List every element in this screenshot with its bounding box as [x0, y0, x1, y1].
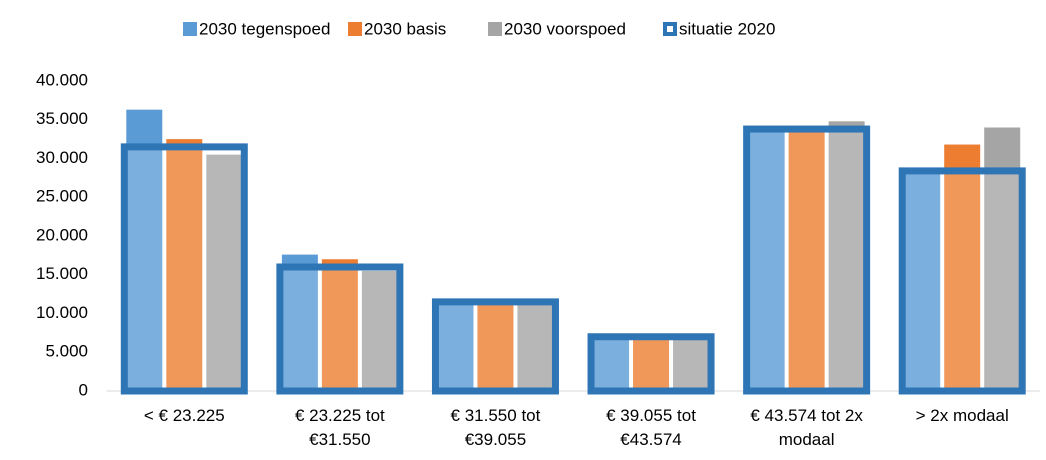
legend-swatch [348, 22, 362, 36]
outline-bar [276, 263, 404, 395]
x-tick-label: > 2x modaal [915, 406, 1009, 425]
y-tick-label: 25.000 [36, 187, 88, 206]
bar [944, 144, 981, 391]
legend-label: 2030 tegenspoed [199, 19, 330, 38]
legend-swatch [488, 22, 502, 36]
y-tick-label: 5.000 [45, 342, 88, 361]
bar [593, 338, 630, 391]
x-tick-label: € 43.574 tot 2x modaal [750, 406, 863, 449]
bar [281, 254, 318, 391]
legend-label: situatie 2020 [679, 19, 775, 38]
bar [321, 259, 358, 391]
x-tick-label: < € 23.225 [143, 406, 225, 425]
bar [166, 139, 203, 391]
outline-bar [120, 143, 248, 395]
bar [748, 131, 785, 391]
outline-bar [587, 333, 715, 395]
x-tick-label: € 31.550 tot €39.055 [450, 406, 541, 449]
y-tick-label: 35.000 [36, 109, 88, 128]
bar [788, 131, 825, 391]
x-tick-label: € 39.055 tot €43.574 [606, 406, 696, 449]
y-tick-label: 20.000 [36, 225, 88, 244]
bar [206, 154, 243, 391]
legend-swatch [663, 22, 677, 36]
bar [673, 333, 710, 391]
y-tick-label: 15.000 [36, 264, 88, 283]
y-tick-label: 0 [79, 380, 88, 399]
bar [437, 304, 474, 391]
outline-bar [898, 167, 1026, 395]
legend-label: 2030 voorspoed [504, 19, 626, 38]
legend-swatch [183, 22, 197, 36]
bar [477, 304, 514, 391]
x-tick-label: € 23.225 tot €31.550 [294, 406, 385, 449]
y-tick-label: 40.000 [36, 70, 88, 89]
bar [361, 270, 398, 391]
bar [828, 121, 865, 392]
y-tick-label: 30.000 [36, 148, 88, 167]
y-tick-label: 10.000 [36, 303, 88, 322]
bar [126, 109, 163, 392]
bar [517, 304, 554, 391]
bar [904, 172, 941, 391]
legend-label: 2030 basis [364, 19, 446, 38]
bar [633, 338, 670, 391]
outline-bar [431, 298, 559, 395]
outline-bar [743, 125, 871, 395]
